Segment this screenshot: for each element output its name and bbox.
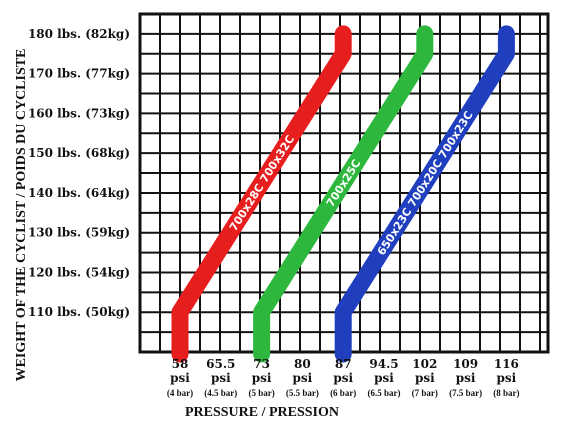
x-tick-value: 87 bbox=[335, 357, 352, 371]
y-tick-label: 120 lbs. (54kg) bbox=[28, 265, 130, 279]
x-tick-unit: psi bbox=[497, 371, 517, 385]
y-tick-label: 140 lbs. (64kg) bbox=[28, 186, 130, 200]
y-tick-label: 180 lbs. (82kg) bbox=[28, 27, 130, 41]
x-tick-bar: (6.5 bar) bbox=[368, 388, 401, 398]
y-tick-label: 110 lbs. (50kg) bbox=[28, 305, 130, 319]
y-tick-label: 160 lbs. (73kg) bbox=[28, 106, 130, 120]
y-axis-tick-labels: 110 lbs. (50kg) 120 lbs. (54kg) 130 lbs. (… bbox=[28, 27, 130, 319]
x-tick-value: 109 bbox=[453, 357, 478, 371]
x-tick-bar: (4 bar) bbox=[167, 388, 193, 398]
x-tick-value: 58 bbox=[172, 357, 189, 371]
x-tick-unit: psi bbox=[374, 371, 394, 385]
x-tick-value: 102 bbox=[412, 357, 437, 371]
x-tick-value: 73 bbox=[253, 357, 270, 371]
x-axis-title: PRESSURE / PRESSION bbox=[185, 405, 339, 420]
series-band-3 bbox=[334, 25, 515, 363]
x-tick-bar: (5.5 bar) bbox=[286, 388, 319, 398]
x-tick-unit: psi bbox=[333, 371, 353, 385]
series-band-1 bbox=[171, 25, 352, 363]
y-tick-label: 150 lbs. (68kg) bbox=[28, 146, 130, 160]
x-tick-unit: psi bbox=[415, 371, 435, 385]
x-tick-bar: (8 bar) bbox=[493, 388, 519, 398]
x-tick-bar: (4.5 bar) bbox=[204, 388, 237, 398]
x-tick-unit: psi bbox=[252, 371, 272, 385]
x-tick-bar: (7.5 bar) bbox=[449, 388, 482, 398]
x-tick-bar: (7 bar) bbox=[412, 388, 438, 398]
x-tick-bar: (5 bar) bbox=[248, 388, 274, 398]
y-axis-title: WEIGHT OF THE CYCLIST / POIDS DU CYCLIST… bbox=[14, 49, 29, 382]
x-tick-unit: psi bbox=[170, 371, 190, 385]
x-tick-value: 80 bbox=[294, 357, 311, 371]
x-tick-bar: (6 bar) bbox=[330, 388, 356, 398]
x-tick-unit: psi bbox=[293, 371, 313, 385]
x-tick-value: 94.5 bbox=[369, 357, 398, 371]
x-tick-unit: psi bbox=[211, 371, 231, 385]
y-tick-label: 130 lbs. (59kg) bbox=[28, 226, 130, 240]
x-tick-value: 65.5 bbox=[206, 357, 235, 371]
y-tick-label: 170 lbs. (77kg) bbox=[28, 67, 130, 81]
x-tick-value: 116 bbox=[494, 357, 519, 371]
x-tick-unit: psi bbox=[456, 371, 476, 385]
series-band-2 bbox=[253, 25, 434, 363]
